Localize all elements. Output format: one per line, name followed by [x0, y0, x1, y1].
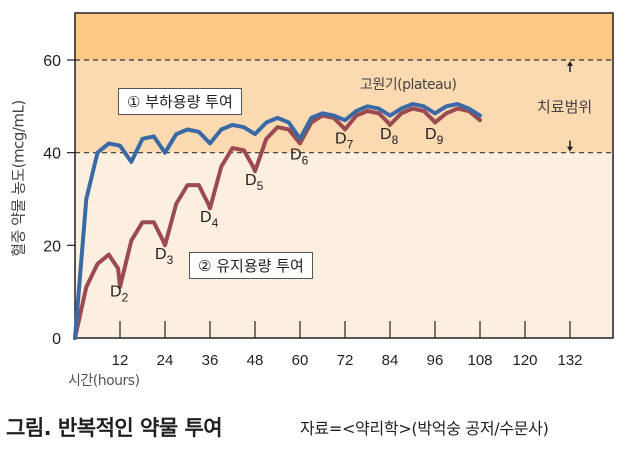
- x-tick-label: 108: [467, 352, 492, 369]
- dose-label: D9: [425, 126, 444, 147]
- range-arrow-down-icon: [567, 146, 573, 152]
- y-tick-label: 20: [43, 238, 61, 255]
- legend-loading-dose: ① 부하용량 투여: [118, 88, 242, 115]
- x-axis-label: 시간(hours): [68, 373, 140, 389]
- toxic-zone: [75, 13, 613, 60]
- figure-source: 자료=<약리학>(박억숭 공저/수문사): [300, 419, 549, 438]
- y-axis-label: 혈중 약물 농도(mcg/mL): [9, 100, 28, 257]
- dose-label: D6: [290, 147, 309, 168]
- x-tick-label: 48: [247, 352, 264, 369]
- x-tick-label: 12: [112, 352, 129, 369]
- dose-label: D4: [200, 209, 219, 230]
- dose-label: D7: [335, 130, 354, 151]
- plateau-label: 고원기(plateau): [360, 77, 457, 93]
- x-tick-label: 132: [557, 352, 582, 369]
- dose-label: D5: [245, 172, 264, 193]
- y-tick-label: 0: [52, 331, 61, 348]
- x-tick-label: 72: [337, 352, 354, 369]
- y-tick-label: 40: [43, 146, 61, 163]
- x-tick-label: 24: [157, 352, 174, 369]
- x-tick-label: 84: [382, 352, 399, 369]
- x-tick-label: 120: [512, 352, 537, 369]
- maintenance-dose-line: [73, 106, 482, 340]
- figure-caption-text: 그림. 반복적인 약물 투여: [6, 416, 223, 440]
- dose-label: D2: [110, 283, 129, 304]
- dose-label: D8: [380, 126, 399, 147]
- x-tick-label: 96: [427, 352, 444, 369]
- chart-svg: 12 24 36 48 60 72 84 96 108 120 132 0 20 40 60 D2 D3 D4…: [43, 12, 614, 369]
- y-tick-label: 60: [43, 53, 61, 70]
- loading-dose-line: [73, 102, 482, 340]
- x-tick-label: 36: [202, 352, 219, 369]
- plot-frame: [74, 12, 614, 339]
- legend-maintenance-dose: ② 유지용량 투여: [189, 252, 313, 279]
- therapeutic-range-label: 치료범위: [537, 98, 593, 116]
- dose-label: D3: [155, 246, 174, 267]
- figure-caption: 그림. 반복적인 약물 투여: [6, 412, 223, 442]
- x-tick-label: 60: [292, 352, 309, 369]
- range-arrow-up-icon: [567, 61, 573, 66]
